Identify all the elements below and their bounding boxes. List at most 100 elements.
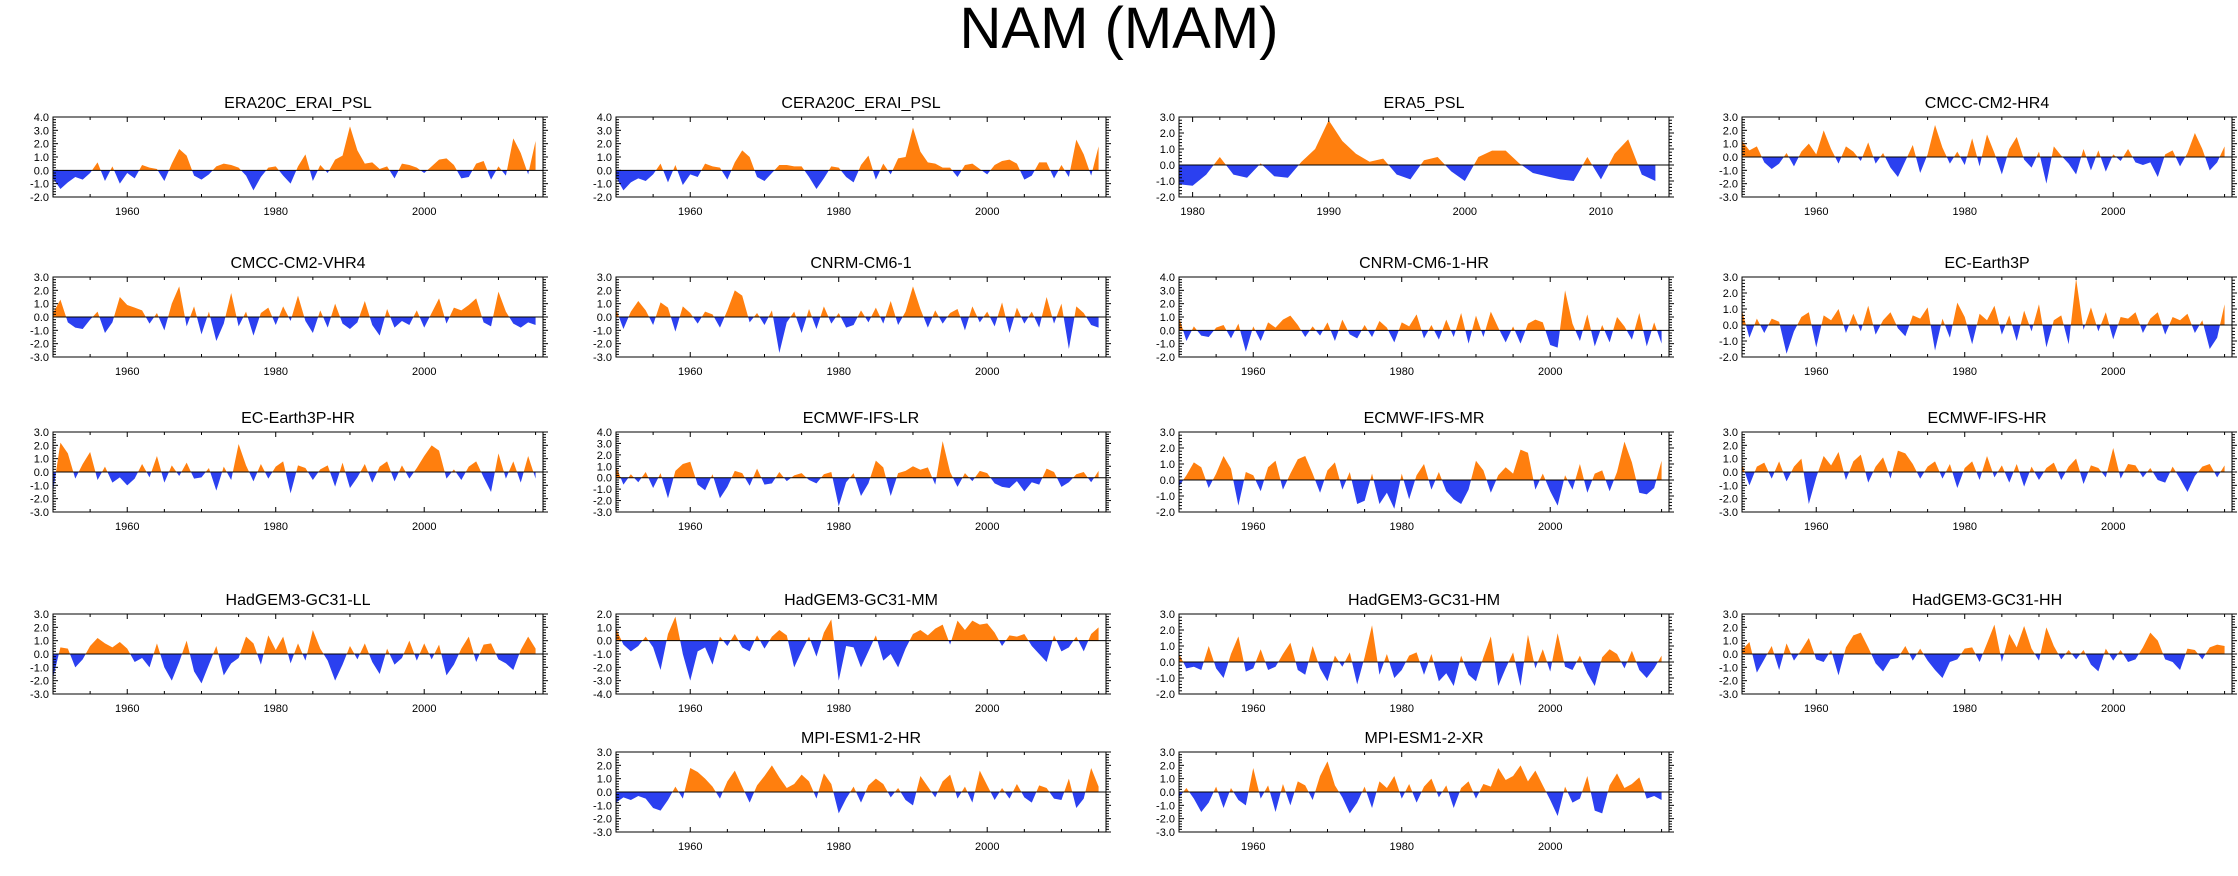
chart-panel: ERA20C_ERAI_PSL -2.0 -1.0 0.0 1.0 2.0 3.0 4.0 19… [0,95,548,225]
y-tick-label: -3.0 [30,507,49,519]
y-tick-label: 0.0 [1723,649,1738,661]
x-tick-label: 1980 [826,521,850,533]
y-tick-label: 1.0 [1160,459,1175,471]
positive-anomaly-area [1742,448,2225,472]
x-tick-label: 1980 [1952,206,1976,218]
y-tick-label: -3.0 [1156,827,1175,839]
negative-anomaly-area [53,472,536,494]
y-tick-label: 1.0 [1723,139,1738,151]
x-tick-label: 2000 [1453,206,1477,218]
negative-anomaly-area [1183,330,1662,352]
y-tick-label: -2.0 [593,662,612,674]
y-tick-label: 1.0 [597,461,612,473]
negative-anomaly-area [616,170,1093,191]
y-tick-label: 1.0 [1160,144,1175,156]
x-tick-label: 1960 [1241,841,1265,853]
chart-svg: -4.0-3.0 -2.0-1.00.0 1.02.0 1960 1980 2000 [593,609,1111,715]
positive-anomaly-area [1742,624,2225,654]
y-tick-label: 2.0 [34,440,49,452]
chart-svg: -2.0 -1.0 0.0 1.0 2.0 3.0 1960 1980 2000 [1156,427,1674,533]
x-tick-label: 1980 [826,703,850,715]
y-tick-label: -3.0 [593,352,612,364]
chart-svg: -3.0-2.0 -1.00.01.0 2.03.0 1960 1980 2000 [30,272,548,378]
y-tick-label: 3.0 [1160,609,1175,621]
y-tick-label: 2.0 [1160,128,1175,140]
y-tick-label: -2.0 [30,676,49,688]
x-tick-label: 2000 [2101,366,2125,378]
x-tick-label: 2000 [412,521,436,533]
plot-frame [615,431,1107,513]
x-tick-label: 1980 [263,366,287,378]
positive-anomaly-area [616,286,1087,317]
x-tick-label: 1960 [1804,521,1828,533]
negative-anomaly-area [66,317,536,341]
x-tick-label: 1990 [1316,206,1340,218]
y-tick-label: -2.0 [1156,689,1175,701]
y-tick-label: -2.0 [30,192,49,204]
y-tick-label: 3.0 [1160,285,1175,297]
y-tick-label: 1.0 [1723,304,1738,316]
y-tick-label: 0.0 [1160,657,1175,669]
y-tick-label: 2.0 [597,609,612,621]
x-tick-label: 1980 [1389,841,1413,853]
y-tick-label: -2.0 [1719,494,1738,506]
x-tick-label: 1960 [678,841,702,853]
y-tick-label: -2.0 [593,192,612,204]
y-tick-label: 3.0 [1160,112,1175,124]
y-tick-label: 2.0 [597,285,612,297]
x-tick-label: 1960 [678,366,702,378]
x-tick-label: 1980 [1389,703,1413,715]
chart-title: ECMWF-IFS-MR [1363,410,1485,427]
x-tick-label: 1980 [826,841,850,853]
y-tick-label: -1.0 [1156,339,1175,351]
positive-anomaly-area [1179,290,1657,331]
y-tick-label: 2.0 [1160,625,1175,637]
y-tick-label: 3.0 [1723,112,1738,124]
negative-anomaly-area [53,170,530,191]
y-tick-label: 0.0 [34,467,49,479]
y-tick-label: 1.0 [597,774,612,786]
x-tick-label: 1960 [678,703,702,715]
chart-panel: MPI-ESM1-2-XR -3.0 -2.0 -1.0 0.0 1.0 2.0 3.0 196… [1126,730,1674,860]
y-tick-label: 2.0 [1723,622,1738,634]
negative-anomaly-area [616,792,1086,814]
y-tick-label: 1.0 [34,454,49,466]
chart-title: HadGEM3-GC31-HM [1347,592,1501,609]
chart-title: ERA5_PSL [1383,95,1465,112]
y-tick-label: -3.0 [593,676,612,688]
chart-svg: -2.0-1.0 0.01.02.0 3.04.0 1960 1980 2000 [30,112,548,218]
negative-anomaly-area [1179,480,1657,509]
y-tick-label: 3.0 [597,438,612,450]
chart-svg: -2.0 -1.0 0.0 1.0 2.0 3.0 1960 1980 2000 [1719,272,2237,378]
chart-panel: CMCC-CM2-VHR4 -3.0 -2.0 -1.0 0.0 1.0 2.0 3.0 196… [0,255,548,385]
positive-anomaly-area [616,441,1099,478]
y-tick-label: 3.0 [34,125,49,137]
chart-title: MPI-ESM1-2-HR [800,730,921,747]
y-tick-label: 0.0 [34,312,49,324]
y-tick-label: 1.0 [597,152,612,164]
y-tick-label: 0.0 [597,636,612,648]
positive-anomaly-area [1183,761,1645,792]
y-tick-label: 3.0 [34,609,49,621]
y-tick-label: -2.0 [1156,814,1175,826]
chart-title: CNRM-CM6-1-HR [1359,255,1489,272]
y-tick-label: 3.0 [34,272,49,284]
y-tick-label: 1.0 [1160,312,1175,324]
y-tick-label: 2.0 [34,285,49,297]
y-tick-label: 3.0 [1723,272,1738,284]
x-tick-label: 1960 [1241,521,1265,533]
y-tick-label: 4.0 [1160,272,1175,284]
chart-title: HadGEM3-GC31-LL [225,592,371,609]
y-tick-label: 2.0 [1723,288,1738,300]
positive-anomaly-area [56,442,534,472]
x-tick-label: 1980 [1952,366,1976,378]
y-tick-label: 2.0 [1160,443,1175,455]
y-tick-label: -3.0 [1719,689,1738,701]
x-tick-label: 1980 [826,366,850,378]
y-tick-label: 4.0 [34,112,49,124]
chart-svg: -3.0-2.0 -1.00.01.0 2.03.0 1960 1980 2000 [593,747,1111,853]
y-tick-label: 0.0 [1723,467,1738,479]
y-tick-label: 1.0 [34,152,49,164]
negative-anomaly-area [1744,472,2221,504]
